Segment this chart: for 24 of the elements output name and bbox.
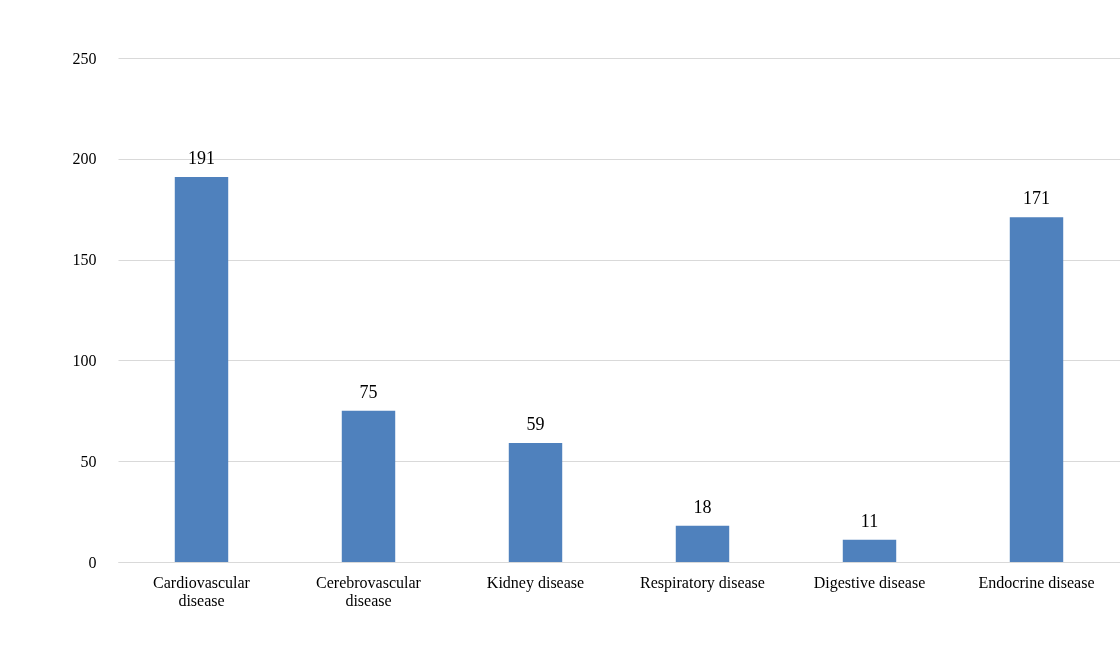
y-tick-label: 50	[80, 452, 97, 470]
x-tick-label: Kidney disease	[486, 573, 585, 592]
y-tick-label: 150	[72, 251, 97, 269]
data-label: 171	[1023, 188, 1050, 209]
y-tick-label: 250	[72, 49, 97, 67]
data-label: 11	[860, 510, 879, 531]
bar	[842, 539, 897, 562]
x-tick-label: Endocrine disease	[978, 573, 1095, 591]
bar	[1009, 217, 1064, 562]
x-tick-label: Respiratory disease	[640, 573, 765, 592]
data-label: 191	[188, 147, 215, 168]
x-tick-label: Cerebrovascular disease	[316, 573, 422, 609]
data-label: 59	[526, 414, 545, 435]
y-tick-label: 200	[72, 150, 97, 168]
x-tick-label: Digestive disease	[813, 573, 926, 592]
y-tick-label: 0	[88, 553, 97, 571]
x-tick-label: Cardiovascular disease	[153, 573, 251, 609]
y-tick-label: 100	[72, 351, 97, 369]
bar	[341, 410, 396, 562]
data-label: 75	[359, 381, 378, 402]
bar	[675, 525, 730, 562]
bar	[174, 176, 229, 562]
bar	[508, 443, 563, 562]
data-label: 18	[693, 496, 712, 517]
